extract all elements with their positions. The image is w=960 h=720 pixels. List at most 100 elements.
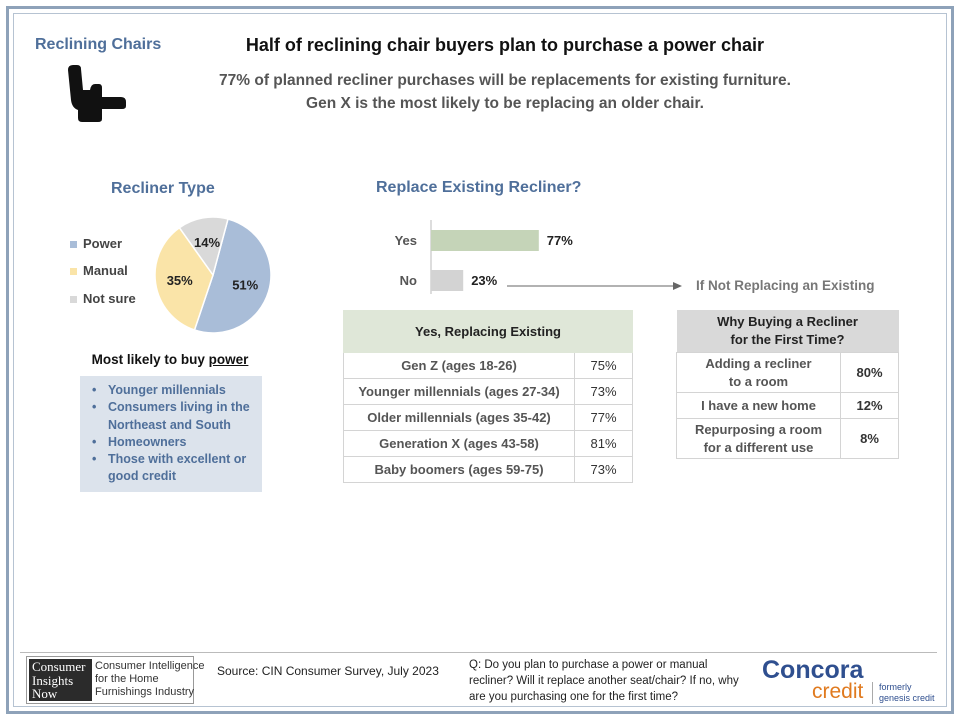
table-row: Repurposing a room for a different use 8% (676, 418, 899, 459)
bar-chart: Yes 77% No 23% (395, 220, 573, 294)
bar-category-yes: Yes (395, 233, 417, 248)
page-subtitle: 77% of planned recliner purchases will b… (140, 69, 870, 115)
bar-no (431, 270, 464, 291)
table-row: Gen Z (ages 18-26) 75% (343, 352, 633, 379)
list-item-text: Younger millennials (108, 383, 226, 397)
bar-yes (431, 230, 539, 251)
power-buyers-list: • Younger millennials • Consumers living i… (90, 382, 256, 486)
list-item: • Younger millennials (90, 382, 256, 399)
footer-divider (20, 652, 937, 653)
source-note: Source: CIN Consumer Survey, July 2023 (217, 664, 439, 678)
power-buyers-box: • Younger millennials • Consumers living i… (80, 376, 262, 492)
row-value: 77% (574, 404, 633, 431)
list-item: • Homeowners (90, 434, 256, 451)
row-value: 12% (840, 392, 899, 419)
survey-question: Q: Do you plan to purchase a power or ma… (469, 659, 739, 703)
legend-label: Not sure (83, 291, 136, 306)
row-label-line: I have a new home (701, 397, 816, 413)
bar-value-no: 23% (471, 273, 497, 288)
table-header-line: for the First Time? (730, 332, 845, 347)
power-heading-prefix: Most likely to buy (91, 352, 209, 367)
list-item-text: Homeowners (108, 434, 187, 449)
power-heading: Most likely to buy power (70, 352, 270, 367)
concora-formerly-line: genesis credit (879, 693, 935, 703)
list-item: • Consumers living in the Northeast and S… (90, 399, 256, 434)
cin-logo-word: Consumer (32, 659, 86, 674)
pie-label-not-sure: 14% (194, 235, 220, 250)
subtitle-line-1: 77% of planned recliner purchases will b… (219, 72, 791, 89)
page-title: Half of reclining chair buyers plan to p… (245, 35, 765, 55)
cin-logo-word: Now (32, 686, 58, 701)
row-label: Older millennials (ages 35-42) (343, 404, 575, 431)
row-value: 8% (840, 418, 899, 459)
row-value: 73% (574, 456, 633, 483)
row-label: Gen Z (ages 18-26) (343, 352, 575, 379)
legend-swatch (70, 268, 77, 276)
inner-frame (13, 13, 947, 707)
legend-swatch (70, 296, 77, 304)
concora-divider (872, 682, 873, 704)
concora-wordmark: Concora (762, 656, 864, 684)
bar-value-yes: 77% (547, 233, 573, 248)
table-row: Generation X (ages 43-58) 81% (343, 430, 633, 457)
table-row: Adding a recliner to a room 80% (676, 352, 899, 393)
cin-tagline: Consumer Intelligence for the Home Furni… (95, 660, 204, 699)
row-value: 73% (574, 378, 633, 405)
concora-formerly: formerly genesis credit (879, 682, 935, 704)
concora-formerly-line: formerly (879, 682, 912, 692)
bar-category-no: No (400, 273, 417, 288)
table-row: I have a new home 12% (676, 392, 899, 419)
pie-slice-power (193, 218, 272, 334)
legend-label: Power (83, 236, 123, 251)
bullet: • (92, 400, 97, 415)
first-time-table: Why Buying a Recliner for the First Time?… (676, 310, 899, 459)
legend-item-manual: Manual (70, 263, 128, 278)
list-item-text: Consumers living in the Northeast and So… (108, 400, 250, 432)
row-label: Generation X (ages 43-58) (343, 430, 575, 457)
outer-frame (6, 6, 954, 714)
table-row: Younger millennials (ages 27-34) 73% (343, 378, 633, 405)
section-label: Reclining Chairs (35, 36, 162, 53)
list-item-text: Those with excellent or good credit (108, 452, 247, 484)
row-label: Adding a recliner to a room (676, 352, 841, 393)
cin-tagline-line: Furnishings Industry (95, 686, 195, 698)
cin-logo-word: Insights (32, 672, 74, 688)
table-header-line: Why Buying a Recliner (717, 314, 858, 329)
row-label: Repurposing a room for a different use (676, 418, 841, 459)
cin-tagline-line: for the Home (95, 673, 159, 685)
pie-slice-not-sure (178, 216, 229, 277)
table-row: Older millennials (ages 35-42) 77% (343, 404, 633, 431)
cin-tagline-line: Consumer Intelligence (95, 660, 205, 672)
row-label: I have a new home (676, 392, 841, 419)
power-heading-emphasis: power (208, 352, 249, 367)
subtitle-line-2: Gen X is the most likely to be replacing… (306, 95, 704, 112)
pie-label-power: 51% (232, 278, 258, 293)
pie-chart: 51% 35% 14% (154, 216, 272, 334)
concora-logo: Concora credit formerly genesis credit (762, 656, 942, 708)
pie-slice-manual (154, 226, 214, 331)
row-value: 80% (840, 352, 899, 393)
arrow-connector (507, 282, 682, 290)
not-replacing-label: If Not Replacing an Existing (696, 278, 875, 293)
row-label-line: for a different use (703, 439, 814, 455)
bullet: • (92, 452, 97, 467)
table-row: Baby boomers (ages 59-75) 73% (343, 456, 633, 483)
table-header: Yes, Replacing Existing (343, 310, 633, 353)
pie-chart-title: Recliner Type (111, 180, 215, 197)
legend-swatch (70, 241, 77, 249)
bullet: • (92, 434, 97, 449)
table-header: Why Buying a Recliner for the First Time? (676, 310, 899, 353)
bullet: • (92, 383, 97, 397)
row-label-line: Adding a recliner (705, 355, 812, 371)
row-label-line: Repurposing a room (694, 421, 823, 437)
legend-label: Manual (83, 263, 128, 278)
row-label-line: to a room (728, 373, 789, 389)
row-value: 75% (574, 352, 633, 379)
row-label: Baby boomers (ages 59-75) (343, 456, 575, 483)
legend-item-not-sure: Not sure (70, 291, 136, 306)
cin-logo: Consumer Insights Now Consumer Intellige… (26, 656, 204, 704)
row-label: Younger millennials (ages 27-34) (343, 378, 575, 405)
recliner-chair-icon (68, 65, 126, 122)
table-header-row: Yes, Replacing Existing (343, 310, 633, 353)
pie-label-manual: 35% (167, 273, 193, 288)
